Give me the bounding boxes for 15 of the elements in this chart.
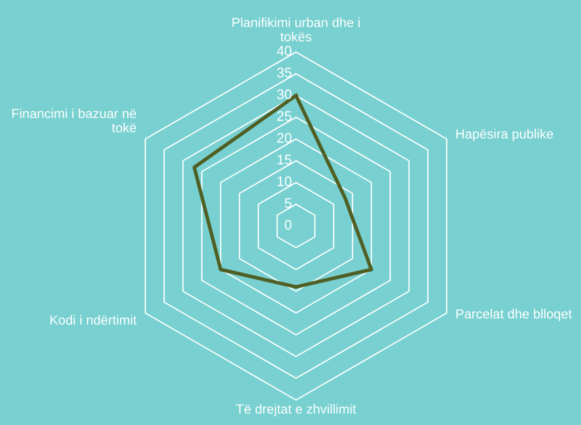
y-tick-label: 15 [278, 154, 292, 164]
spoke-label: Të drejtat e zhvillimit [236, 404, 356, 416]
y-tick-label: 25 [277, 111, 292, 121]
y-tick-label: 30 [277, 89, 292, 100]
spoke-label: Financimi i bazuar në tokë [12, 108, 136, 132]
y-tick-label: 20 [277, 132, 292, 143]
spoke-label: Hapësira publike [456, 128, 554, 142]
spoke-label: Parcelat dhe blloqet [456, 308, 572, 322]
y-tick-label: 35 [277, 68, 292, 78]
spoke-label: Kodi i ndërtimit [50, 315, 137, 325]
spoke-label: Planifikimi urban dhe i tokës [232, 17, 360, 42]
y-tick-label: 10 [278, 176, 292, 186]
y-tick-label: 40 [276, 46, 292, 56]
y-tick-label: 0 [284, 220, 292, 230]
y-tick-label: 5 [284, 198, 292, 208]
